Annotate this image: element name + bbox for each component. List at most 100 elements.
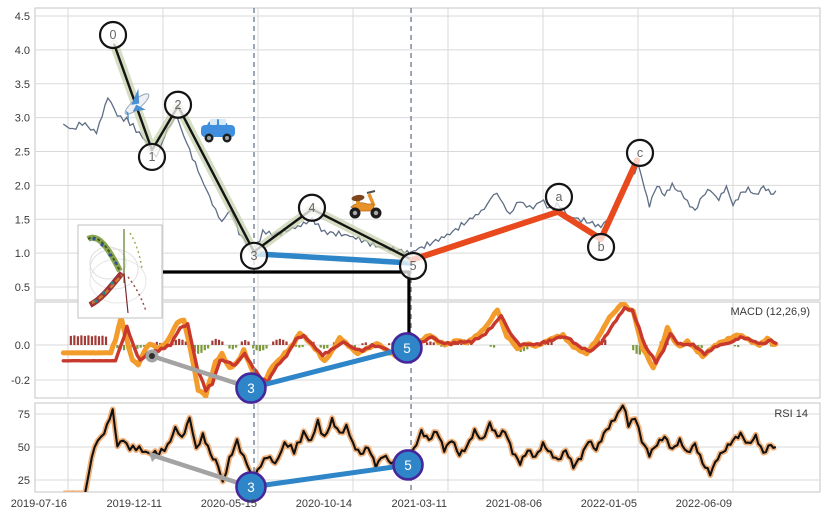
macd-histogram-bar xyxy=(278,338,281,345)
inset-faint-ellipse xyxy=(89,248,139,290)
macd-histogram-bar xyxy=(733,345,736,347)
inset-faint-ellipse xyxy=(89,258,147,304)
macd-y-tick-label: -0.2 xyxy=(11,375,30,387)
inset-blue-dot xyxy=(114,261,118,265)
scooter-icon xyxy=(349,190,382,219)
main-y-tick-label: 0.5 xyxy=(15,282,30,294)
macd-histogram-bar xyxy=(265,345,268,349)
macd-histogram-bar xyxy=(700,345,703,349)
macd-histogram-bar xyxy=(244,340,247,345)
macd-histogram-bar xyxy=(97,336,101,345)
macd-histogram-bar xyxy=(184,341,187,345)
wave-line-abc xyxy=(409,157,640,263)
macd-histogram-bar xyxy=(262,345,265,351)
wave-label-text: b xyxy=(598,240,605,254)
macd-histogram-bar xyxy=(489,345,492,347)
inset-teal-dot xyxy=(94,299,98,303)
rsi-point-5: 5 xyxy=(392,449,424,481)
macd-histogram-bar xyxy=(174,339,177,345)
macd-blue-connector xyxy=(248,345,410,391)
macd-histogram-bar xyxy=(255,345,258,351)
macd-gray-dot-center xyxy=(148,353,155,360)
macd-histogram-bar xyxy=(294,345,298,347)
macd-histogram-bar xyxy=(69,335,72,345)
macd-panel-label: MACD (12,26,9) xyxy=(730,306,810,318)
wave-label-text: 1 xyxy=(149,150,156,164)
macd-histogram-bar xyxy=(136,345,139,349)
macd-histogram-bar xyxy=(388,343,391,345)
macd-histogram-bar xyxy=(361,343,364,345)
blue-circle-text: 5 xyxy=(403,341,411,356)
macd-histogram-bar xyxy=(155,341,158,345)
car-icon xyxy=(201,119,235,143)
blue-circle-text: 5 xyxy=(404,458,412,473)
macd-histogram-bar xyxy=(197,345,200,354)
main-y-tick-label: 1.0 xyxy=(15,248,30,260)
blue-circle-text: 3 xyxy=(247,381,255,396)
macd-histogram-bar xyxy=(80,335,83,345)
macd-histogram-bar xyxy=(203,345,206,351)
wave-label-text: 0 xyxy=(110,28,117,42)
wave-label-a: a xyxy=(544,182,574,211)
axis-labels: 4.54.03.53.02.52.01.51.00.50.0-0.2755025… xyxy=(11,11,732,510)
macd-histogram-bar xyxy=(550,341,553,345)
rsi-line xyxy=(71,404,777,492)
wave-label-text: c xyxy=(637,146,643,160)
macd-histogram-bar xyxy=(275,339,278,345)
rsi-point-3: 3 xyxy=(235,471,267,503)
macd-gray-connector xyxy=(149,353,254,391)
wave-label-text: 3 xyxy=(251,249,258,263)
macd-histogram-bar xyxy=(429,341,432,345)
macd-histogram-bar xyxy=(526,345,529,350)
macd-histogram-bar xyxy=(604,339,607,345)
macd-histogram-bar xyxy=(193,345,196,352)
macd-histogram-bar xyxy=(94,335,97,345)
airplane-icon xyxy=(124,88,150,122)
inset-red-line xyxy=(123,272,129,314)
macd-histogram-bar xyxy=(326,345,329,349)
macd-histogram-bar xyxy=(104,336,108,345)
macd-panel xyxy=(34,301,821,399)
macd-histogram-bar xyxy=(178,338,181,345)
inset-teal-dot xyxy=(102,291,106,295)
macd-histogram-bar xyxy=(737,345,740,348)
macd-histogram-bar xyxy=(635,345,638,354)
rsi-y-tick-label: 75 xyxy=(18,409,30,421)
wave-label-text: 4 xyxy=(308,201,315,215)
wave-label-4: 4 xyxy=(297,193,327,222)
macd-histogram-bar xyxy=(426,342,429,345)
main-y-tick-label: 4.5 xyxy=(15,11,30,23)
macd-histogram-bar xyxy=(221,341,224,345)
inset-blue-dot xyxy=(108,253,112,257)
macd-point-5: 5 xyxy=(391,332,423,364)
inset-teal-dot xyxy=(110,281,114,285)
wave-label-5: 5 xyxy=(398,251,428,281)
macd-histogram-bar xyxy=(440,345,443,347)
inset-blue-dot xyxy=(100,243,104,247)
main-y-tick-label: 2.5 xyxy=(15,147,30,159)
macd-histogram-bar xyxy=(207,345,210,349)
macd-histogram-bar xyxy=(87,335,90,345)
wave-line-0-5 xyxy=(112,43,413,261)
macd-histogram-bar xyxy=(200,345,203,353)
inset-red-dotted xyxy=(127,276,147,312)
price-line xyxy=(62,96,777,256)
rsi-series-group xyxy=(63,403,777,492)
macd-histogram-bar xyxy=(492,345,496,348)
macd-histogram-bar xyxy=(76,336,79,345)
wave-label-1: 1 xyxy=(137,142,167,172)
macd-histogram-bar xyxy=(298,345,301,348)
main-y-tick-label: 4.0 xyxy=(15,45,30,57)
macd-histogram-bar xyxy=(240,341,243,345)
main-y-tick-label: 1.5 xyxy=(15,214,30,226)
macd-histogram-bar xyxy=(322,345,326,349)
x-tick-label: 2019-07-16 xyxy=(11,498,67,510)
main-y-tick-label: 2.0 xyxy=(15,180,30,192)
macd-histogram-bar xyxy=(247,341,250,345)
price-series-group xyxy=(62,96,777,256)
macd-histogram-bar xyxy=(432,342,435,345)
x-tick-label: 2020-05-15 xyxy=(201,498,257,510)
wave-label-text: 5 xyxy=(410,259,417,273)
macd-histogram-bar xyxy=(231,345,234,350)
rsi-gray-connector xyxy=(149,452,254,490)
